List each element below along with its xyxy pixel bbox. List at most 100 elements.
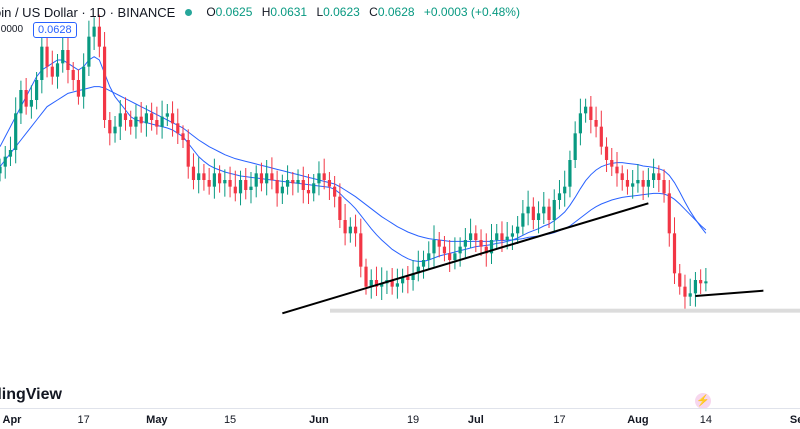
candle xyxy=(150,102,154,131)
candle xyxy=(170,101,175,137)
candle-body xyxy=(102,46,107,120)
candle-body xyxy=(181,133,185,140)
candle xyxy=(0,158,2,182)
candle xyxy=(547,198,551,228)
time-axis-tick: 15 xyxy=(223,414,237,426)
candle xyxy=(66,35,70,84)
time-axis-tick: 17 xyxy=(553,414,566,426)
candle-body xyxy=(458,246,462,254)
recent-support-trendline[interactable] xyxy=(695,289,764,297)
trendlines[interactable] xyxy=(282,202,764,315)
candle xyxy=(516,216,520,244)
candle xyxy=(699,269,703,294)
candle-body xyxy=(526,206,530,214)
candle xyxy=(521,200,525,235)
candle xyxy=(312,174,316,202)
candle-body xyxy=(176,123,180,134)
candle xyxy=(14,97,18,164)
candle-body xyxy=(3,156,7,167)
candle-body xyxy=(186,140,190,167)
candle-body xyxy=(406,276,410,280)
high-value: 0.0631 xyxy=(270,5,308,19)
candle-body xyxy=(306,190,311,194)
candle-body xyxy=(19,90,23,114)
candle xyxy=(207,168,211,195)
candle-body xyxy=(82,66,86,97)
candle-body xyxy=(411,273,415,280)
candle xyxy=(568,150,572,198)
candle-body xyxy=(380,283,384,287)
candle-body xyxy=(432,240,436,254)
candle-body xyxy=(547,206,551,220)
candle xyxy=(197,157,201,194)
time-axis[interactable]: Apr 17 May 15 Jun 19 Jul 17 Aug 14 Sep xyxy=(0,408,800,429)
candle xyxy=(155,106,159,135)
candle xyxy=(641,170,645,200)
candle xyxy=(374,266,379,296)
candle-body xyxy=(71,70,75,80)
close-value: 0.0628 xyxy=(377,5,415,19)
candle-body xyxy=(468,233,473,240)
candle xyxy=(557,180,562,210)
candle xyxy=(584,98,588,123)
candle-body xyxy=(369,280,373,287)
candle xyxy=(71,62,75,91)
candle xyxy=(646,168,650,198)
candle-body xyxy=(197,173,201,180)
candle-body xyxy=(542,206,546,214)
candle-body xyxy=(416,266,420,274)
rising-support-trendline[interactable] xyxy=(282,202,649,315)
candle-body xyxy=(359,233,363,267)
candle xyxy=(8,136,13,166)
lightning-icon[interactable]: ⚡ xyxy=(695,393,711,409)
candle xyxy=(573,121,577,168)
candle xyxy=(280,174,284,204)
candle-body xyxy=(8,150,13,157)
candle-body xyxy=(170,113,175,124)
candle-body xyxy=(531,206,535,220)
candle-body xyxy=(66,50,70,70)
candle xyxy=(191,153,196,190)
candle-body xyxy=(678,273,682,287)
candle-body xyxy=(113,126,117,134)
candle xyxy=(458,237,462,267)
candle-body xyxy=(437,240,441,247)
candle-body xyxy=(672,233,677,274)
candle-body xyxy=(238,180,243,194)
change-value: +0.0003 (+0.48%) xyxy=(423,5,520,19)
candle-body xyxy=(646,180,650,187)
candle-body xyxy=(489,240,494,254)
candle xyxy=(495,224,499,248)
candle xyxy=(536,201,541,234)
candle xyxy=(599,110,603,155)
candle-body xyxy=(500,233,504,240)
support-zone xyxy=(330,308,800,313)
time-axis-tick: Jul xyxy=(467,414,484,426)
candle-body xyxy=(625,180,630,187)
candle-body xyxy=(249,186,253,190)
candle-body xyxy=(35,80,39,100)
candle xyxy=(448,240,452,272)
candle xyxy=(672,217,677,284)
candle xyxy=(35,72,39,110)
candle-body xyxy=(50,66,54,77)
candle xyxy=(50,50,54,85)
candle xyxy=(688,278,692,306)
candle-body xyxy=(244,180,248,190)
candle-body xyxy=(463,240,467,247)
candle-body xyxy=(129,120,133,127)
candle-body xyxy=(651,173,656,180)
candle xyxy=(322,158,326,190)
symbol-title[interactable]: oin / US Dollar · 1D · BINANCE xyxy=(0,4,176,20)
candle xyxy=(223,169,227,197)
candle-body xyxy=(160,116,164,127)
candle-body xyxy=(699,280,703,284)
candle-body xyxy=(285,180,290,187)
candle xyxy=(421,250,426,279)
candle-body xyxy=(343,220,347,234)
candle-body xyxy=(207,180,211,187)
candle xyxy=(291,172,295,196)
candle xyxy=(704,268,708,292)
candle xyxy=(678,264,682,295)
